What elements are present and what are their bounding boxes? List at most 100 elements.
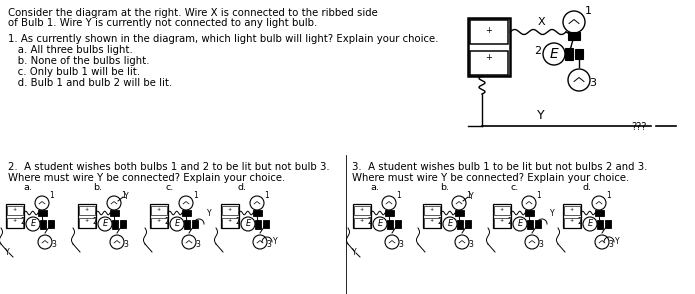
Text: 2.  A student wishes both bulbs 1 and 2 to be lit but not bulb 3.: 2. A student wishes both bulbs 1 and 2 t… [8,162,329,172]
Bar [575,49,583,59]
Text: +: + [228,218,232,223]
Text: 1: 1 [122,191,126,200]
Text: 3: 3 [539,240,543,249]
Text: 3: 3 [609,240,614,249]
Text: a.: a. [24,183,33,192]
Text: 1: 1 [466,191,471,200]
Text: 3: 3 [589,78,596,88]
Bar [494,218,510,228]
Text: +: + [570,207,574,212]
Bar [594,210,603,216]
Bar [424,206,440,215]
Bar [353,204,371,228]
Text: 3.  A student wishes bulb 1 to be lit but not bulbs 2 and 3.: 3. A student wishes bulb 1 to be lit but… [352,162,647,172]
Text: b.: b. [441,183,450,192]
Text: E: E [550,47,558,61]
Text: +: + [500,207,504,212]
Text: +: + [360,218,364,223]
Bar [563,204,581,228]
Text: +: + [430,207,434,212]
Bar [455,210,464,216]
Bar [605,220,611,228]
Bar [48,220,54,228]
Text: +: + [85,218,89,223]
Bar [192,220,198,228]
Bar [395,220,401,228]
Text: 2: 2 [236,217,240,226]
Bar [564,218,580,228]
Bar [423,204,441,228]
Text: 1: 1 [584,6,591,16]
Bar [222,218,238,228]
Bar [597,220,603,228]
Text: E: E [377,220,383,228]
Text: E: E [102,220,108,228]
Text: c.: c. [166,183,174,192]
Text: E: E [174,220,179,228]
Bar [151,218,167,228]
Text: Where must wire Y be connected? Explain your choice.: Where must wire Y be connected? Explain … [8,173,285,183]
Bar [457,220,463,228]
Text: 2: 2 [578,217,582,226]
Text: 1: 1 [265,191,270,200]
Text: 2: 2 [21,217,26,226]
Text: d.: d. [238,183,247,192]
Bar [110,210,119,216]
Text: 2: 2 [368,217,373,226]
Text: b.: b. [94,183,102,192]
Bar [263,220,269,228]
Bar [252,210,261,216]
Bar [525,210,534,216]
Text: E: E [31,220,35,228]
Text: Y: Y [550,209,555,218]
Bar [384,210,393,216]
Text: +: + [157,207,161,212]
Text: Consider the diagram at the right. Wire X is connected to the ribbed side: Consider the diagram at the right. Wire … [8,8,378,18]
Bar [222,206,238,215]
Text: 3: 3 [267,240,272,249]
Bar [38,210,47,216]
Bar [470,51,508,75]
Bar [568,32,580,40]
Text: 1: 1 [537,191,541,200]
Text: +: + [486,53,493,62]
Bar [78,204,96,228]
Bar [493,204,511,228]
Bar [354,218,370,228]
Text: Y: Y [5,248,9,257]
Text: d.: d. [582,183,591,192]
Bar [221,204,239,228]
Bar [120,220,126,228]
Text: 1: 1 [607,191,612,200]
Bar [535,220,541,228]
Text: Y: Y [273,237,277,246]
Text: d. Bulb 1 and bulb 2 will be lit.: d. Bulb 1 and bulb 2 will be lit. [8,78,172,88]
Text: Y: Y [537,109,545,122]
Bar [470,20,508,44]
Text: 2: 2 [165,217,170,226]
Text: E: E [517,220,523,228]
Text: 3: 3 [51,240,56,249]
Bar [494,206,510,215]
Text: Y: Y [469,192,473,201]
Bar [6,204,24,228]
Text: 2: 2 [534,46,541,56]
Text: E: E [448,220,452,228]
Text: +: + [157,218,161,223]
Bar [112,220,118,228]
Text: Where must wire Y be connected? Explain your choice.: Where must wire Y be connected? Explain … [352,173,629,183]
Text: +: + [228,207,232,212]
Text: +: + [570,218,574,223]
Bar [79,218,95,228]
Text: +: + [500,218,504,223]
Bar [468,18,510,76]
Bar [465,220,471,228]
Text: +: + [13,218,17,223]
Text: a.: a. [370,183,379,192]
Bar [564,206,580,215]
Text: 2: 2 [507,217,512,226]
Text: 3: 3 [468,240,473,249]
Text: 1: 1 [397,191,402,200]
Text: b. None of the bulbs light.: b. None of the bulbs light. [8,56,149,66]
Text: Y: Y [124,192,129,201]
